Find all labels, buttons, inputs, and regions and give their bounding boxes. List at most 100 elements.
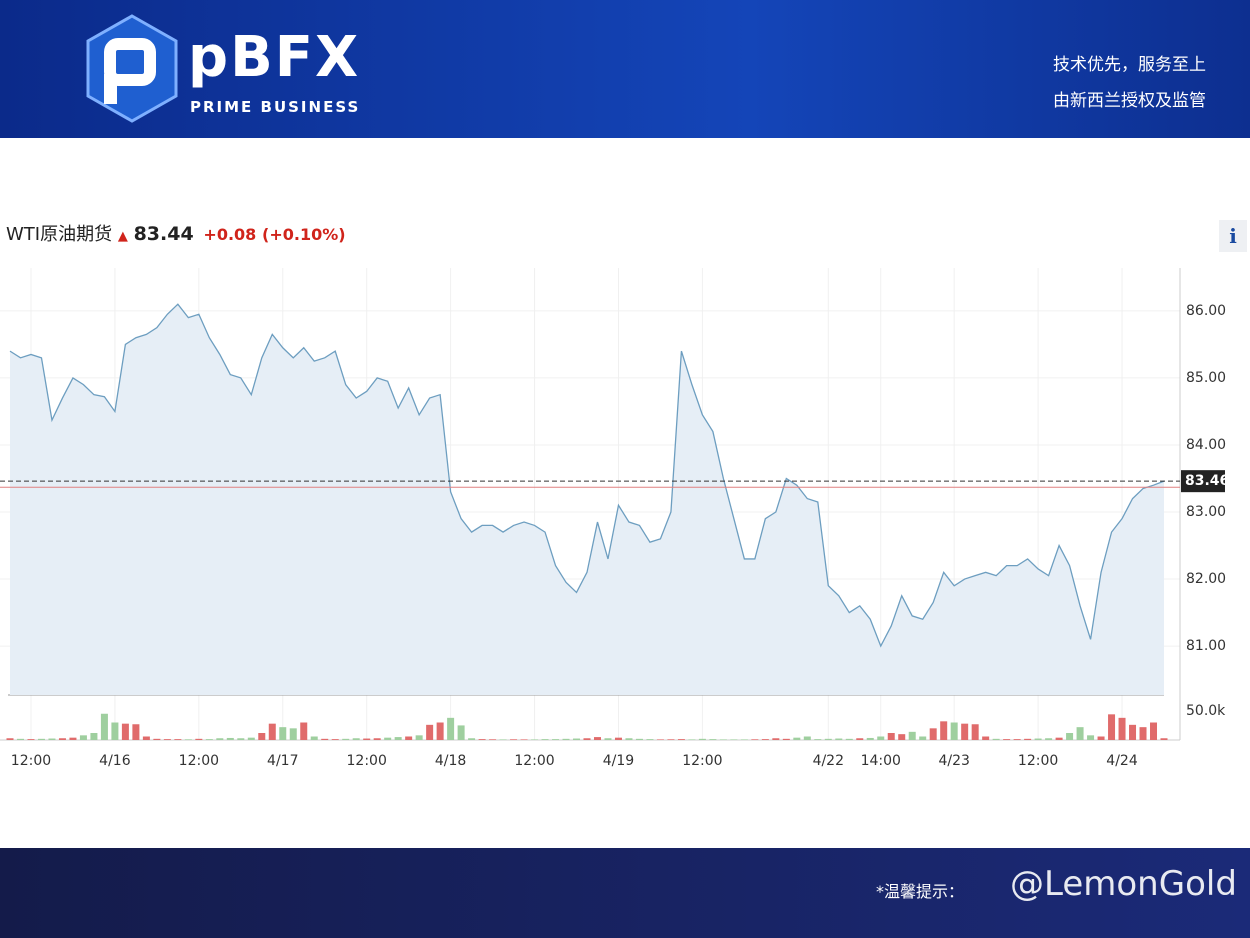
price-line — [9, 303, 1165, 648]
volume-bar — [593, 737, 601, 740]
volume-bar — [877, 736, 885, 740]
volume-bar — [6, 738, 14, 740]
volume-bar — [898, 734, 906, 740]
y-tick-label: 85.00 — [1186, 370, 1226, 386]
volume-bar — [583, 738, 591, 740]
volume-bar — [111, 722, 119, 740]
volume-bar — [142, 736, 150, 740]
volume-bar — [478, 739, 486, 740]
volume-bar — [1087, 735, 1095, 740]
volume-bar — [426, 724, 434, 740]
volume-bar — [258, 733, 266, 740]
volume-bar — [100, 713, 108, 740]
volume-bar — [216, 738, 224, 740]
volume-bar — [803, 736, 811, 740]
x-tick-label: 12:00 — [347, 753, 387, 769]
volume-bar — [37, 738, 45, 740]
x-tick-label: 4/16 — [99, 753, 131, 769]
volume-bar — [268, 723, 276, 740]
volume-bar — [856, 738, 864, 740]
x-tick-label: 4/17 — [267, 753, 298, 769]
volume-bar — [971, 724, 979, 740]
logo-icon — [86, 14, 178, 123]
volume-bar — [635, 738, 643, 740]
volume-bar — [688, 739, 696, 740]
volume-bar — [1129, 724, 1137, 740]
volume-bar — [604, 738, 612, 740]
y-tick-label: 82.00 — [1186, 571, 1226, 587]
volume-bar — [321, 738, 329, 740]
volume-bar — [940, 721, 948, 740]
volume-bar — [1150, 722, 1158, 740]
volume-bar — [919, 736, 927, 740]
volume-bar — [552, 739, 560, 740]
volume-bar — [226, 737, 234, 740]
volume-bar — [1034, 738, 1042, 740]
volume-bar — [573, 738, 581, 740]
volume-bar — [961, 723, 969, 740]
up-arrow: ▲ — [117, 229, 128, 244]
volume-bar — [1139, 727, 1147, 740]
y-tick-label: 86.00 — [1186, 303, 1226, 319]
volume-bar — [614, 737, 622, 740]
x-tick-label: 12:00 — [1018, 753, 1058, 769]
volume-bar — [677, 739, 685, 740]
volume-bar — [195, 738, 203, 740]
volume-bar — [90, 733, 98, 740]
volume-bar — [1076, 727, 1084, 740]
volume-bar — [184, 739, 192, 740]
volume-bar — [79, 735, 87, 740]
brand-sub: PRIME BUSINESS — [190, 98, 361, 116]
x-tick-label: 12:00 — [682, 753, 722, 769]
volume-bar — [772, 738, 780, 740]
volume-bar — [237, 738, 245, 740]
volume-bar — [1118, 717, 1126, 740]
volume-bar — [866, 737, 874, 740]
volume-bar — [48, 738, 56, 740]
watermark: @LemonGold — [1010, 864, 1237, 904]
x-tick-label: 4/18 — [435, 753, 466, 769]
volume-bar — [415, 735, 423, 740]
volume-bar — [121, 723, 129, 740]
volume-bar — [331, 739, 339, 740]
volume-bar — [489, 739, 497, 740]
volume-bar — [1003, 739, 1011, 740]
x-tick-label: 4/22 — [813, 753, 844, 769]
volume-bar — [625, 738, 633, 740]
info-button[interactable]: i — [1219, 220, 1247, 252]
y2-tick-label: 50.0k — [1186, 703, 1226, 719]
volume-bar — [205, 739, 213, 740]
volume-bar — [174, 739, 182, 740]
volume-bar — [342, 738, 350, 740]
change-pct: (+0.10%) — [262, 225, 346, 244]
volume-bar — [845, 738, 853, 740]
volume-bar — [468, 738, 476, 740]
x-tick-label: 12:00 — [179, 753, 219, 769]
slogan: 由新西兰授权及监管 — [1053, 91, 1206, 111]
volume-bar — [373, 738, 381, 740]
last-price-label: 83.46 — [1185, 473, 1229, 489]
x-tick-label: 4/24 — [1106, 753, 1138, 769]
y-tick-label: 83.00 — [1186, 504, 1226, 520]
volume-bar — [835, 738, 843, 740]
volume-bar — [1024, 738, 1032, 740]
volume-bar — [457, 725, 465, 740]
volume-bar — [992, 738, 1000, 740]
volume-bar — [69, 737, 77, 740]
brand: pBFX — [188, 25, 361, 90]
volume-bar — [814, 739, 822, 740]
price: 83.44 — [133, 223, 194, 245]
volume-bar — [656, 739, 664, 740]
volume-bar — [363, 738, 371, 740]
footer: *温馨提示： @LemonGold — [0, 848, 1250, 938]
volume-bar — [698, 738, 706, 740]
volume-bar — [394, 737, 402, 740]
volume-bar — [730, 739, 738, 740]
volume-bar — [982, 736, 990, 740]
volume-bar — [562, 738, 570, 740]
volume-bar — [436, 722, 444, 740]
chart: 12:00 4/16 12:00 4/17 12:00 4/18 12:00 4/19 12:0… — [0, 268, 1229, 769]
volume-bar — [740, 739, 748, 740]
volume-bar — [824, 738, 832, 740]
